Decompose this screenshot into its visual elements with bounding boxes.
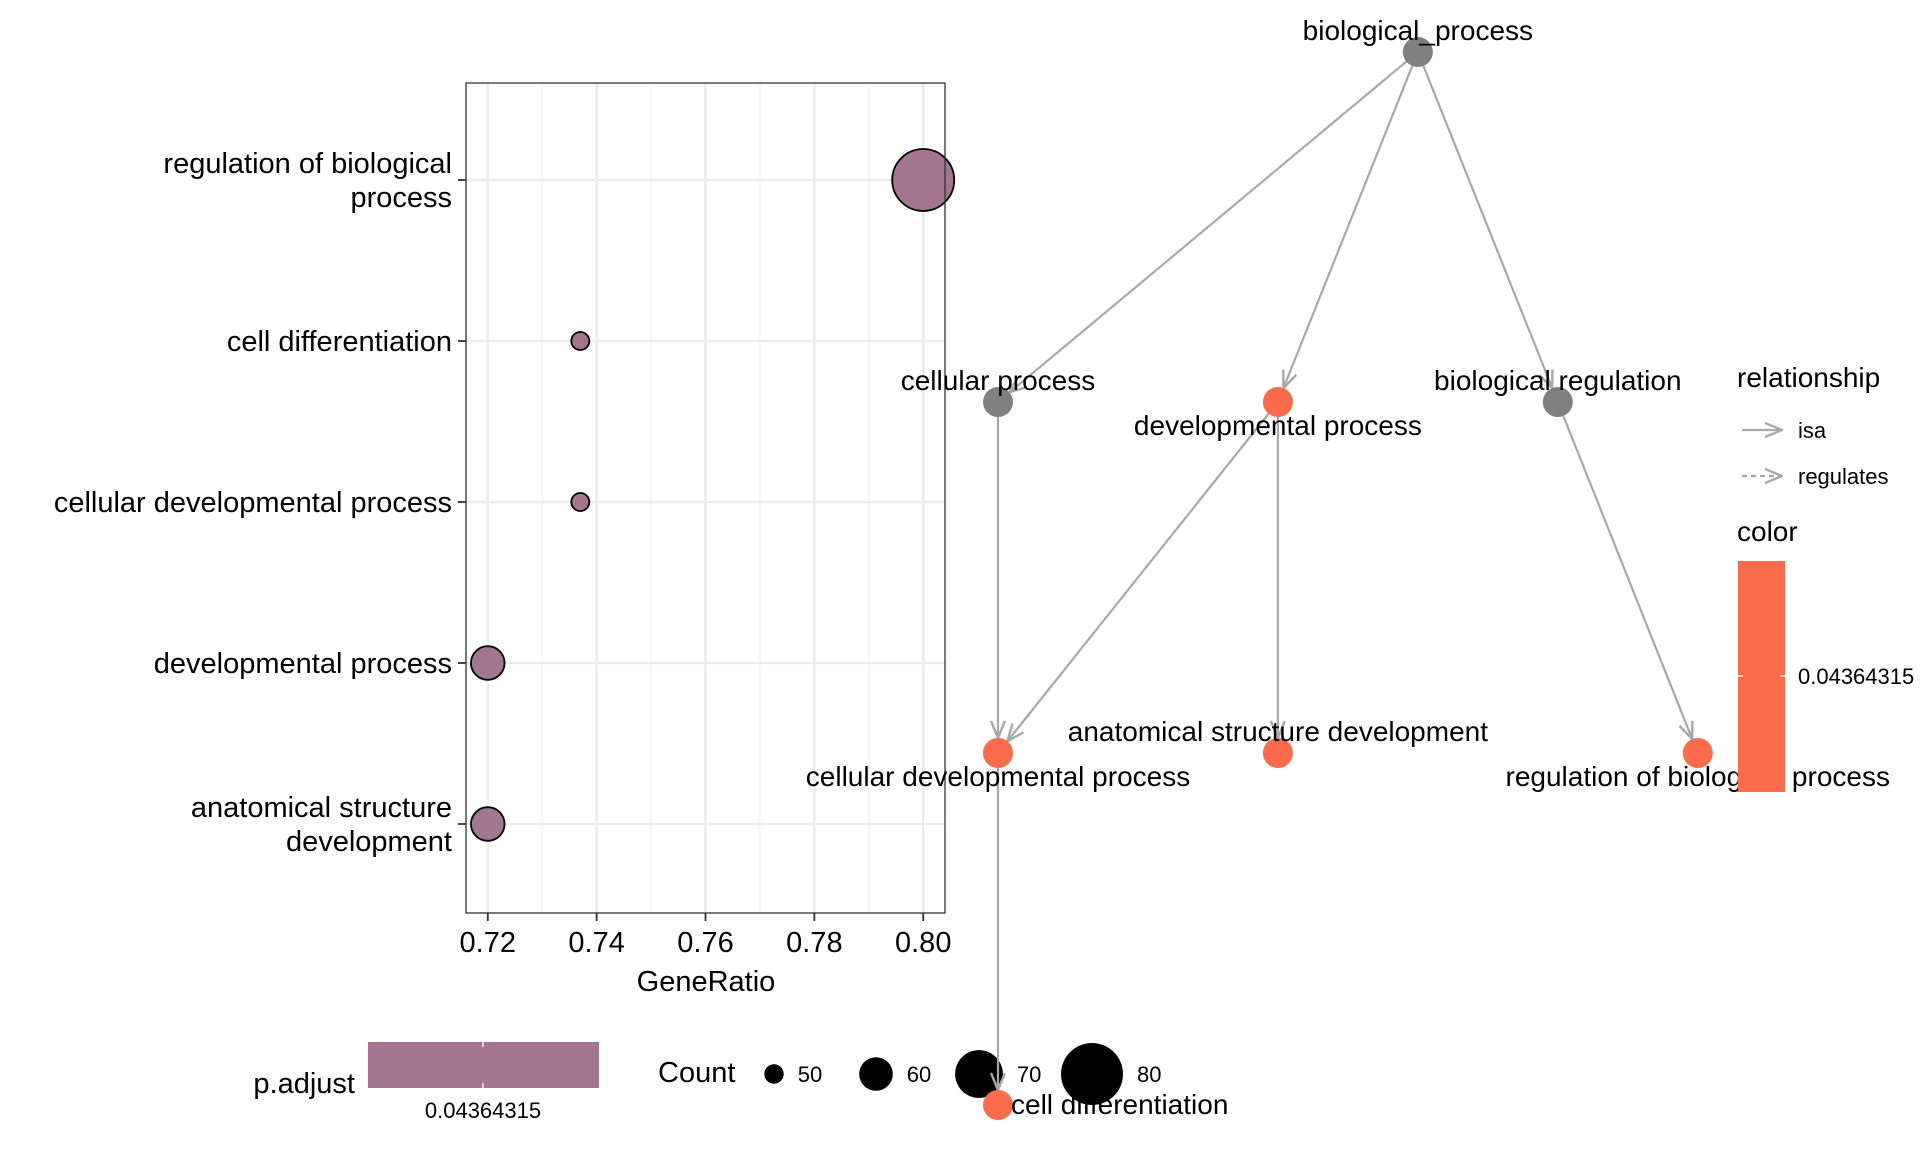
count-legend-label: 70 (1017, 1062, 1041, 1087)
data-point (470, 806, 506, 842)
network-node (1542, 387, 1573, 417)
x-axis-title: GeneRatio (637, 966, 776, 998)
network-legends: relationship isa regulates color 0.04364… (1737, 362, 1914, 792)
edge-isa (1562, 415, 1692, 739)
y-tick-label: cell differentiation (227, 326, 452, 358)
network-node-label: anatomical structure development (1068, 716, 1488, 747)
count-legend-label: 80 (1137, 1062, 1161, 1087)
minor-gridlines (541, 83, 870, 913)
color-legend-title: color (1737, 516, 1798, 547)
network-node-label: biological regulation (1434, 365, 1682, 396)
y-tick-label: developmental process (154, 648, 452, 680)
network-node (983, 387, 1013, 417)
network-node-label: regulation of biological process (1506, 761, 1890, 792)
isa-legend-label: isa (1798, 418, 1827, 443)
y-tick-label: cellular developmental process (54, 487, 452, 519)
y-tick-label: regulation of biological (163, 148, 452, 180)
y-tick-label: anatomical structure (191, 792, 452, 824)
count-legend-circle (1061, 1043, 1123, 1105)
x-tick-label: 0.78 (786, 927, 842, 959)
count-legend-circle (859, 1057, 893, 1091)
count-legend-title: Count (658, 1057, 735, 1089)
color-legend-colorbar (1738, 561, 1785, 792)
data-point (470, 645, 506, 681)
major-gridlines (466, 83, 945, 913)
network-node (983, 738, 1013, 768)
regulates-legend-label: regulates (1798, 464, 1889, 489)
data-points (470, 148, 956, 842)
data-point (570, 492, 591, 512)
edge-isa (1283, 65, 1414, 388)
y-tick-label: process (350, 182, 452, 214)
data-point (570, 331, 591, 351)
network-node-label: cellular developmental process (806, 761, 1190, 792)
y-axis-ticks (458, 179, 466, 825)
network-node-label: biological_process (1303, 15, 1533, 46)
network-node-labels: biological_process cellular process develo… (806, 15, 1890, 1120)
x-tick-label: 0.76 (677, 927, 733, 959)
edge-isa (1010, 60, 1408, 393)
data-point (891, 148, 956, 212)
network-node-label: cellular process (901, 365, 1096, 396)
network-node (983, 1090, 1013, 1120)
network-node (1402, 37, 1433, 67)
network-node-label: cell differentiation (1011, 1089, 1228, 1120)
x-axis-ticks: 0.72 0.74 0.76 0.78 0.80 (460, 913, 951, 959)
network-nodes (983, 37, 1713, 1120)
padjust-colorbar (368, 1042, 599, 1088)
network-node-label: developmental process (1134, 410, 1422, 441)
count-legend-label: 60 (907, 1062, 931, 1087)
go-network-graph: biological_process cellular process develo… (806, 15, 1890, 1120)
padjust-legend-value: 0.04364315 (425, 1098, 541, 1123)
x-tick-label: 0.80 (895, 927, 951, 959)
count-legend-label: 50 (798, 1062, 822, 1087)
y-tick-label: development (286, 826, 452, 858)
network-node (1262, 738, 1293, 768)
x-tick-label: 0.72 (460, 927, 516, 959)
network-edges (998, 60, 1692, 1090)
edge-isa (1422, 65, 1552, 388)
edge-isa (1007, 413, 1270, 742)
relationship-legend-title: relationship (1737, 362, 1880, 393)
count-legend-circle (764, 1064, 784, 1084)
padjust-legend-title: p.adjust (253, 1068, 355, 1100)
color-legend-value: 0.04364315 (1798, 664, 1914, 689)
network-node (1682, 738, 1713, 768)
x-tick-label: 0.74 (568, 927, 624, 959)
network-node (1262, 387, 1293, 417)
